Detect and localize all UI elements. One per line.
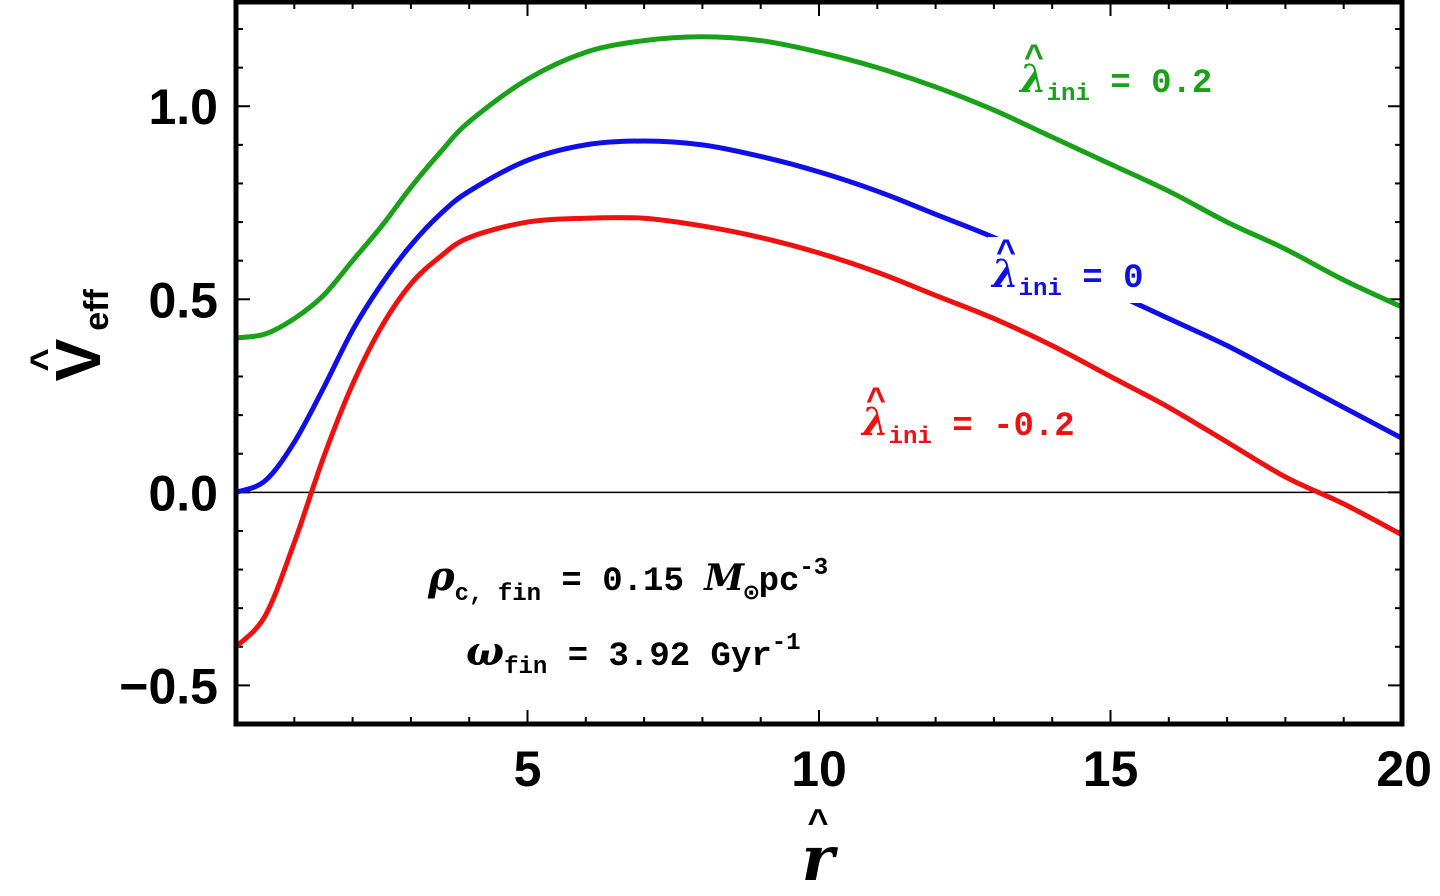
y-axis-label: V <box>42 338 114 381</box>
series-label-hat: ^ <box>866 384 886 422</box>
x-axis-title: r ^ <box>802 801 839 895</box>
series-line-blue <box>235 138 1404 495</box>
y-tick-label: 1.0 <box>148 79 218 135</box>
x-tick-label: 15 <box>1083 741 1139 797</box>
y-axis-sub: eff <box>78 289 116 331</box>
y-tick-label: 0.0 <box>148 465 218 521</box>
x-tick-label: 5 <box>514 741 542 797</box>
series-line-red <box>234 214 1404 649</box>
y-tick-label: −0.5 <box>119 658 218 714</box>
x-axis-label: r <box>802 822 839 895</box>
series-label-hat: ^ <box>1024 41 1044 79</box>
rho-annotation: ρc, fin = 0.15 M⊙pc-3 <box>427 553 828 608</box>
series-label-red: λini = -0.2 <box>860 399 1075 451</box>
y-axis-hat: ^ <box>23 348 67 371</box>
series-label-hat: ^ <box>996 236 1016 274</box>
x-axis-hat: ^ <box>807 801 828 842</box>
series-labels: λini = 0.2^λini = 0^λini = -0.2^ <box>860 41 1212 451</box>
axis-ticks <box>235 2 1403 725</box>
y-axis-title: V eff ^ <box>23 289 116 382</box>
x-tick-label: 10 <box>791 741 847 797</box>
series-label-blue: λini = 0 <box>990 251 1144 303</box>
tick-labels: 5 10 15 20 −0.5 0.0 0.5 1.0 <box>119 79 1432 797</box>
series-lines <box>234 34 1404 649</box>
omega-annotation: ωfin = 3.92 Gyr-1 <box>466 628 801 681</box>
series-line-green <box>235 34 1404 341</box>
plot-frame <box>233 0 1405 727</box>
x-tick-label: 20 <box>1376 741 1432 797</box>
series-label-backing <box>988 237 1178 303</box>
y-tick-label: 0.5 <box>148 272 218 328</box>
series-label-green: λini = 0.2 <box>1018 56 1212 108</box>
